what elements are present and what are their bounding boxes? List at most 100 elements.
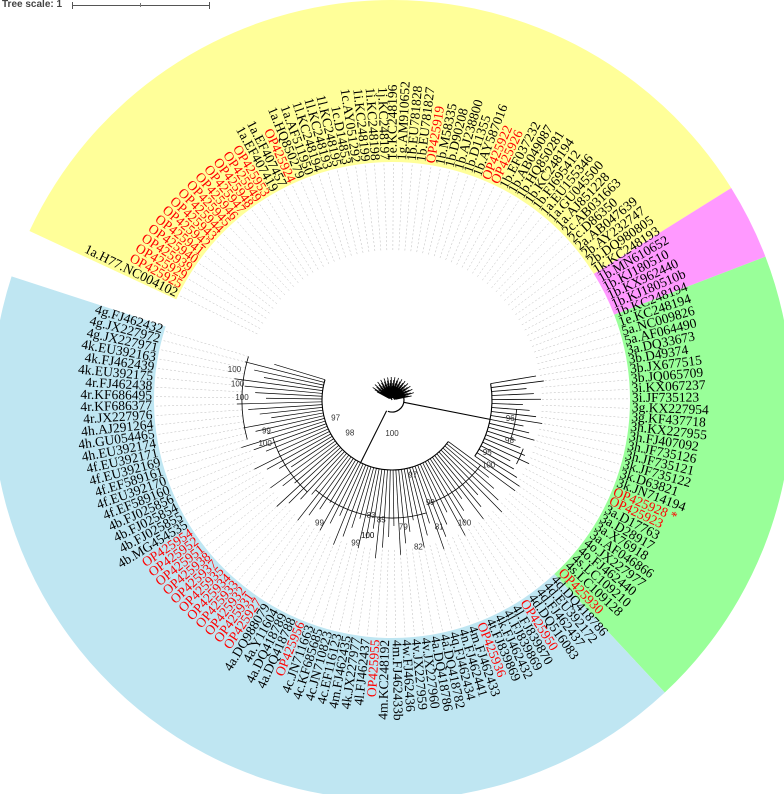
- leaf-guide-line: [412, 548, 425, 634]
- leaf-guide-line: [339, 546, 359, 631]
- leaf-label: OP425955: [364, 639, 383, 698]
- bootstrap-value: 97: [331, 414, 340, 423]
- leaf-guide-line: [189, 279, 264, 324]
- bootstrap-value: 96: [506, 414, 515, 423]
- leaf-guide-line: [537, 434, 622, 456]
- tree-branch: [489, 422, 530, 434]
- tree-branch: [357, 468, 377, 549]
- leaf-guide-line: [199, 263, 270, 314]
- leaf-guide-line: [303, 538, 336, 619]
- leaf-label: 1e.KC248196: [384, 84, 399, 160]
- leaf-guide-line: [535, 333, 619, 359]
- leaf-guide-line: [532, 315, 613, 347]
- tree-branch: [274, 364, 326, 381]
- leaf-guide-line: [275, 194, 319, 270]
- tree-branch: [237, 401, 323, 405]
- leaf-guide-line: [519, 478, 593, 525]
- leaf-guide-line: [318, 175, 346, 258]
- tree-branch: [333, 464, 367, 545]
- leaf-label: 3g.KX227954: [632, 400, 710, 418]
- bootstrap-value: 85: [377, 516, 386, 525]
- tree-branch: [387, 388, 393, 401]
- leaf-guide-line: [441, 541, 470, 623]
- tree-branch: [398, 469, 407, 544]
- leaf-guide-line: [261, 524, 310, 597]
- tree-branch: [255, 392, 323, 397]
- leaf-guide-line: [156, 403, 243, 407]
- leaf-guide-line: [348, 547, 365, 633]
- leaf-guide-line: [537, 342, 622, 364]
- tree-branch: [248, 404, 323, 410]
- leaf-guide-line: [487, 515, 544, 582]
- leaf-guide-line: [515, 265, 587, 315]
- tree-branch: [409, 467, 428, 536]
- tree-branch: [329, 462, 361, 524]
- leaf-guide-line: [244, 215, 299, 283]
- leaf-guide-line: [530, 457, 610, 492]
- leaf-guide-line: [512, 488, 583, 541]
- tree-branch: [490, 415, 543, 424]
- tree-branches: [234, 356, 544, 559]
- bootstrap-value: 100: [385, 429, 399, 438]
- leaf-guide-line: [439, 176, 468, 258]
- tree-branch: [485, 434, 521, 449]
- leaf-guide-line: [157, 377, 243, 387]
- tree-branch-arc: [510, 409, 518, 439]
- leaf-guide-line: [524, 289, 601, 331]
- tree-branch: [491, 411, 537, 418]
- clade-sector-2: [593, 188, 766, 315]
- tree-branch: [429, 458, 465, 511]
- bootstrap-value: 99: [315, 519, 324, 528]
- tree-branch: [448, 441, 516, 492]
- leaf-guide-line: [284, 189, 324, 267]
- tree-branch: [255, 415, 324, 432]
- tree-branch-arc: [241, 356, 249, 440]
- leaf-guide-line: [516, 483, 588, 533]
- tree-scale-bar: [72, 2, 210, 9]
- tree-branch: [414, 465, 445, 550]
- leaf-guide-line: [456, 186, 494, 265]
- leaf-guide-line: [525, 468, 602, 509]
- leaf-guide-line: [190, 477, 264, 523]
- bootstrap-value: 100: [458, 519, 472, 528]
- leaf-guide-line: [457, 534, 496, 613]
- leaf-guide-line: [156, 387, 243, 393]
- leaf-label: 1b.EU781828: [404, 85, 425, 162]
- leaf-guide-line: [467, 195, 511, 271]
- bootstrap-value: 95: [483, 448, 492, 457]
- tree-branch: [319, 461, 359, 531]
- tree-branch: [234, 378, 323, 391]
- tree-branch: [270, 440, 336, 489]
- leaf-guide-line: [491, 223, 549, 288]
- tree-branch: [474, 455, 520, 487]
- tree-branch: [440, 449, 503, 513]
- leaf-guide-line: [355, 166, 370, 252]
- tree-branch: [360, 410, 388, 463]
- leaf-guide-line: [534, 324, 616, 353]
- tree-branch: [253, 423, 327, 451]
- leaf-guide-line: [238, 514, 295, 580]
- leaf-guide-line: [180, 295, 258, 335]
- tree-branch: [444, 445, 495, 489]
- leaf-guide-line: [292, 185, 330, 265]
- leaf-guide-line: [185, 472, 261, 515]
- leaf-guide-line: [169, 450, 251, 481]
- leaf-label: 4k.EU392175: [77, 361, 154, 383]
- leaf-label: 1i.KC248198: [363, 87, 383, 161]
- bootstrap-value: 99: [262, 427, 271, 436]
- tree-branch: [342, 465, 369, 537]
- bootstrap-value: 100: [361, 531, 375, 540]
- leaf-guide-line: [404, 164, 413, 251]
- tree-branch: [319, 458, 354, 510]
- leaf-guide-line: [364, 165, 376, 252]
- leaf-guide-line: [486, 217, 542, 285]
- bootstrap-value: 100: [258, 439, 272, 448]
- tree-branch: [271, 409, 323, 419]
- leaf-guide-line: [423, 546, 443, 631]
- bootstrap-value: 81: [435, 523, 444, 532]
- leaf-guide-line: [492, 511, 551, 576]
- tree-branch-arc: [516, 448, 524, 465]
- leaf-guide-line: [500, 236, 563, 297]
- leaf-guide-line: [210, 248, 278, 304]
